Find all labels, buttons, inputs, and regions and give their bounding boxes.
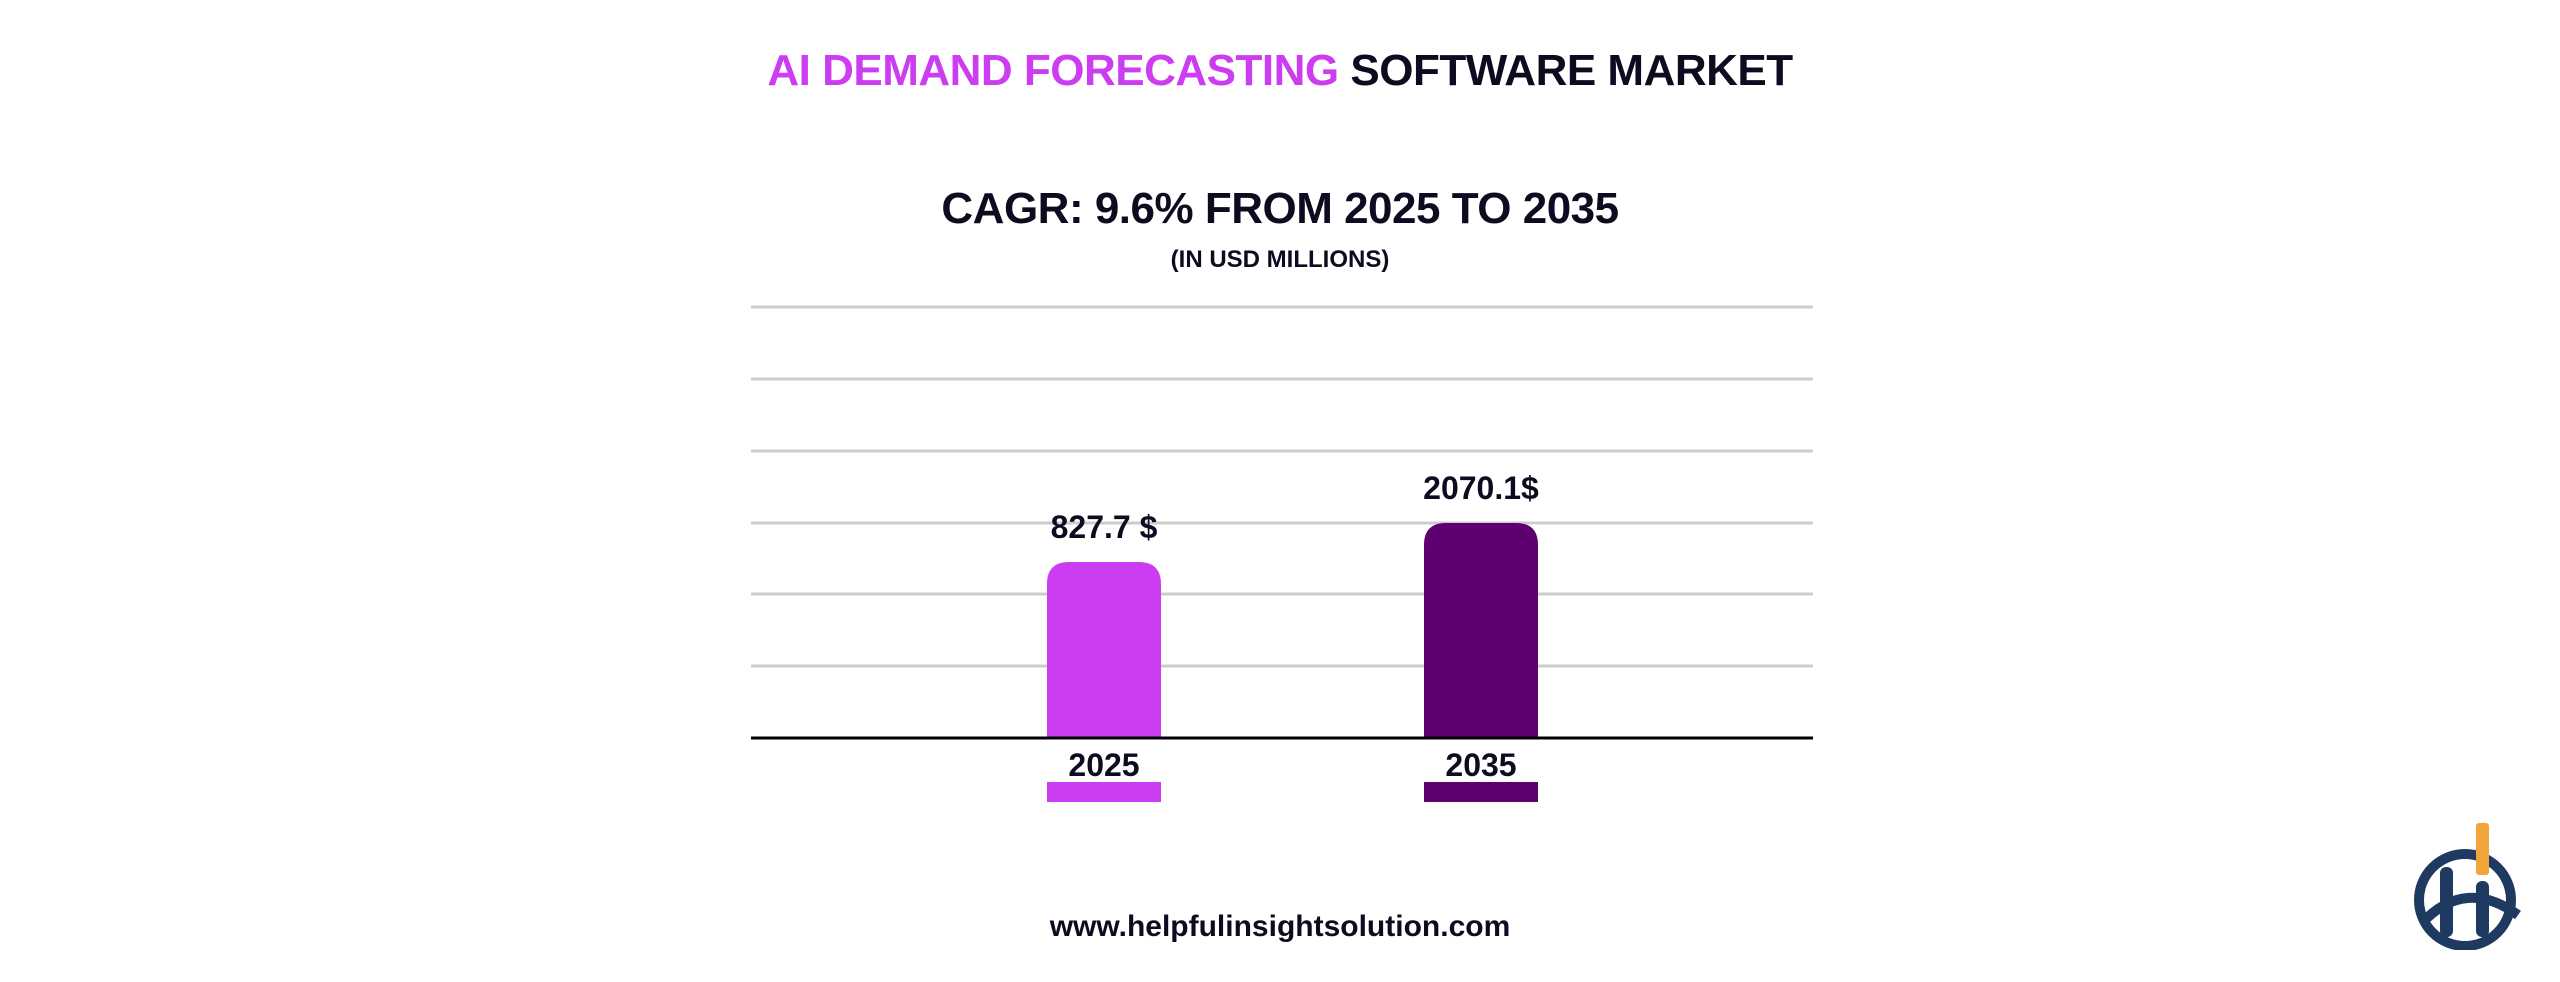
bar-2035 bbox=[1424, 523, 1538, 738]
chart-subtitle: CAGR: 9.6% FROM 2025 TO 2035 bbox=[941, 184, 1619, 233]
x-tick-label: 2025 bbox=[1068, 747, 1139, 783]
x-tick-label: 2035 bbox=[1445, 747, 1516, 783]
legend-swatch bbox=[1424, 782, 1538, 802]
bar-2025 bbox=[1047, 562, 1161, 738]
helpful-insight-logo bbox=[2414, 823, 2521, 950]
website-link[interactable]: www.helpfulinsightsolution.com bbox=[1049, 910, 1511, 943]
title-rest: SOFTWARE MARKET bbox=[1350, 46, 1793, 95]
chart-title: AI DEMAND FORECASTING SOFTWARE MARKET bbox=[0, 46, 2560, 96]
unit-note: (IN USD MILLIONS) bbox=[1170, 246, 1390, 273]
legend-swatch bbox=[1047, 782, 1161, 802]
data-label: 827.7 $ bbox=[1051, 509, 1158, 545]
data-label: 2070.1$ bbox=[1423, 470, 1539, 506]
title-highlight: AI DEMAND FORECASTING bbox=[767, 46, 1339, 95]
